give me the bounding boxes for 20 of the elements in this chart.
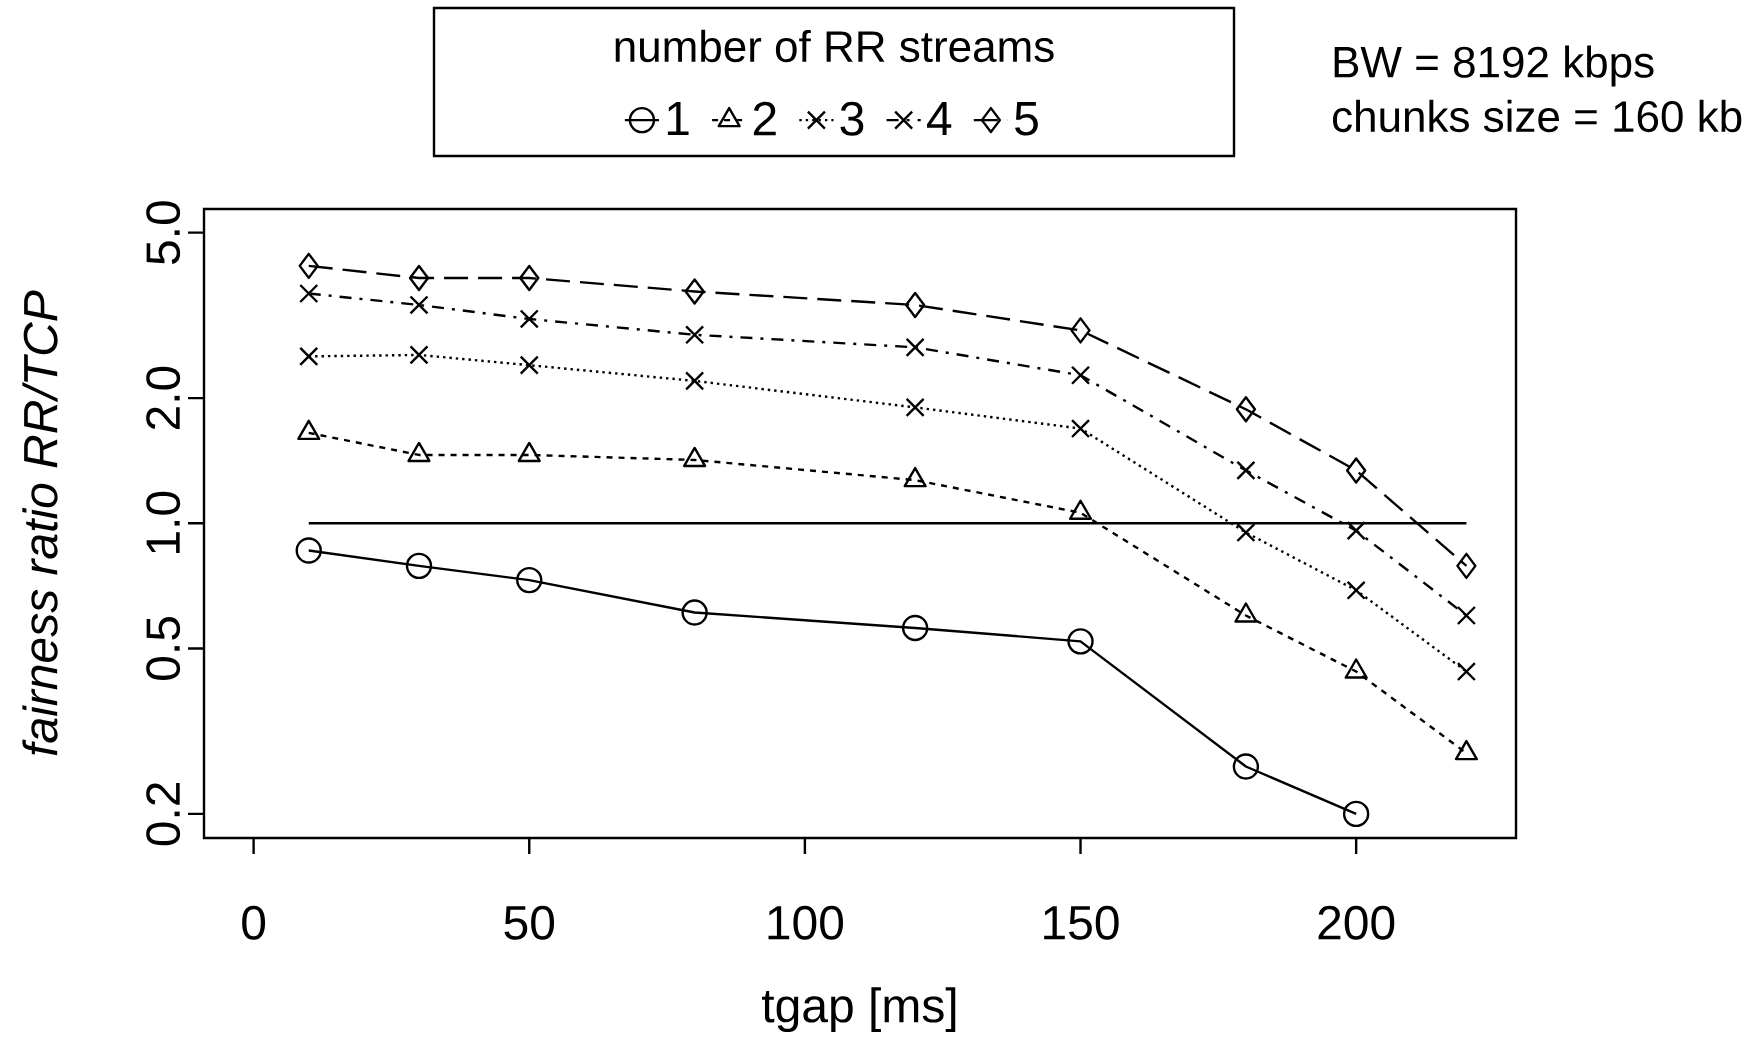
y-tick-label: 0.5 (146, 617, 181, 680)
y-tick-label: 0.2 (146, 782, 181, 846)
legend-label: 3 (840, 101, 864, 136)
x-tick-label: 0 (242, 905, 266, 940)
x-tick-label: 150 (1044, 905, 1119, 940)
y-tick-label: 5.0 (146, 201, 181, 265)
y-axis-title: fairness ratio RR/TCP (22, 290, 58, 756)
legend-label: 4 (927, 102, 952, 136)
x-axis-title: tgap [ms] (762, 987, 956, 1033)
text: chunks size = 160 kb (1332, 99, 1742, 133)
x-tick-label: 100 (768, 905, 844, 940)
y-tick-label: 1.0 (146, 491, 181, 553)
x-tick-label: 50 (504, 905, 555, 940)
legend-title: number of RR streams (615, 29, 1054, 63)
y-tick-label: 2.0 (146, 366, 181, 430)
legend-label: 5 (1015, 102, 1038, 136)
legend-label: 2 (753, 101, 776, 136)
legend-label: 1 (667, 102, 689, 136)
text: BW = 8192 kbps (1334, 45, 1654, 87)
x-tick-label: 200 (1318, 905, 1395, 940)
